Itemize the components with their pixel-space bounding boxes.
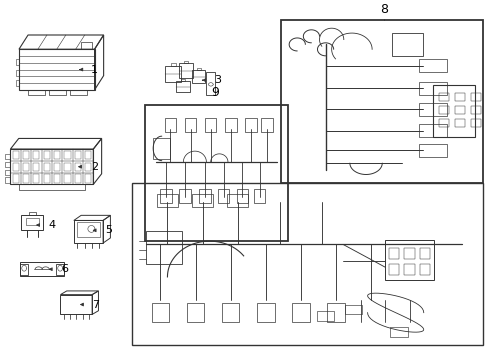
Text: 5: 5 (105, 225, 112, 235)
Text: 4: 4 (48, 220, 56, 230)
Text: 9: 9 (211, 86, 219, 99)
Text: 1: 1 (91, 64, 98, 75)
Text: 6: 6 (61, 264, 68, 274)
Text: 7: 7 (92, 300, 99, 310)
Text: 2: 2 (91, 162, 98, 172)
Text: 8: 8 (379, 3, 387, 16)
Text: 3: 3 (213, 75, 220, 85)
